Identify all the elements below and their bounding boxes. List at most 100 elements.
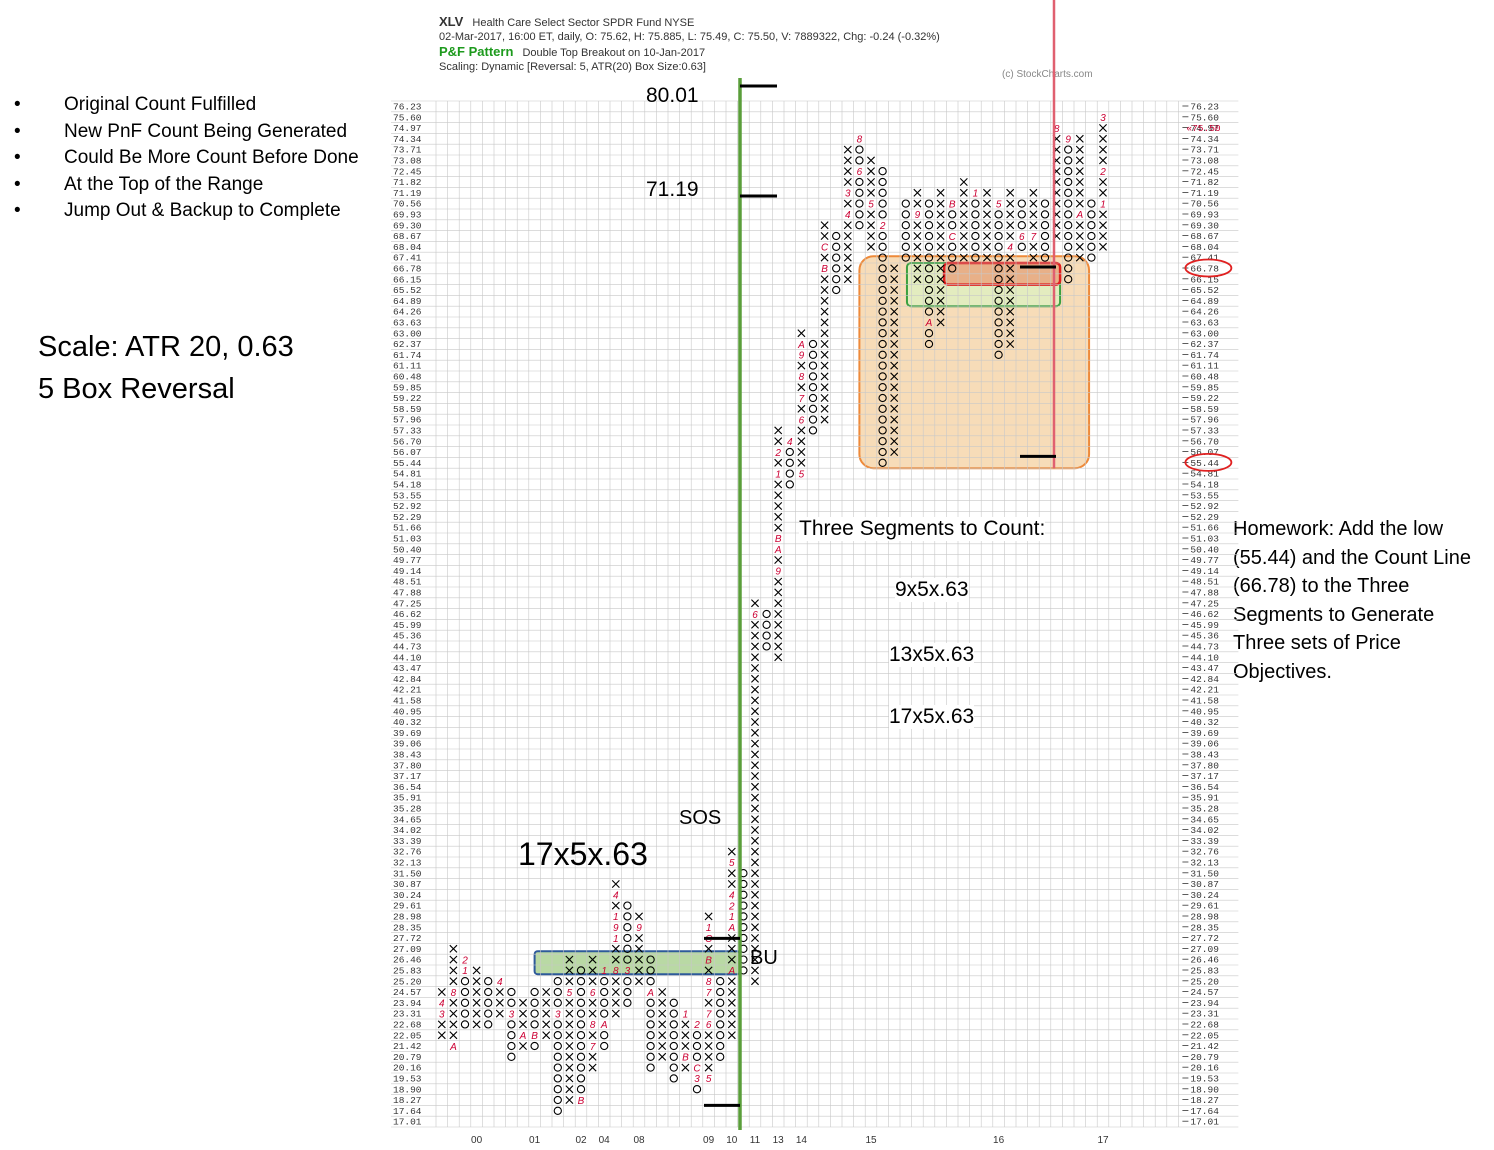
o-box (669, 1063, 678, 1072)
x-box (820, 318, 829, 327)
x-box (727, 880, 736, 888)
x-box (1099, 124, 1107, 132)
o-box (1064, 156, 1073, 165)
x-box (751, 696, 759, 705)
o-box (1017, 210, 1026, 219)
y-tick-label-right: 27.72 (1190, 933, 1219, 944)
y-tick-label-right: 56.07 (1190, 447, 1219, 458)
x-box (983, 253, 991, 262)
o-box (924, 275, 934, 284)
scale-line-2: 5 Box Reversal (38, 373, 235, 405)
y-tick-label-left: 61.11 (393, 361, 422, 372)
y-tick-label-left: 74.34 (393, 134, 422, 145)
x-box (565, 1074, 574, 1083)
y-tick-label-left: 45.36 (393, 631, 422, 642)
y-tick-label-left: 71.19 (393, 188, 422, 199)
x-box (890, 296, 899, 305)
x-box (774, 437, 783, 446)
x-box (565, 1009, 574, 1018)
month-marker: 5 (567, 988, 573, 999)
o-box (878, 296, 887, 305)
x-box (611, 901, 620, 910)
x-box (658, 1031, 667, 1040)
x-box (751, 782, 759, 791)
o-box (1040, 253, 1050, 262)
y-tick-label-right: 25.20 (1190, 976, 1219, 987)
month-marker: 9 (1065, 135, 1071, 146)
month-marker: A (1075, 210, 1083, 221)
x-box (565, 1042, 574, 1050)
o-box (762, 631, 771, 640)
x-box (959, 199, 968, 208)
bullet-item: Could Be More Count Before Done (14, 145, 359, 172)
x-box (704, 912, 713, 921)
x-box (1006, 329, 1015, 338)
y-tick-label-left: 28.35 (393, 922, 422, 933)
o-box (878, 242, 887, 251)
y-tick-label-right: 45.99 (1190, 620, 1219, 631)
o-box (576, 1063, 586, 1072)
o-box (855, 199, 864, 208)
y-tick-label-right: 54.18 (1190, 480, 1219, 491)
o-box (1064, 275, 1073, 284)
o-box (460, 987, 470, 997)
x-box (867, 210, 875, 219)
y-tick-label-left: 44.10 (393, 652, 422, 663)
o-box (808, 361, 818, 370)
y-tick-label-left: 74.97 (393, 123, 422, 134)
o-box (484, 987, 493, 997)
y-tick-label-left: 57.33 (393, 426, 422, 437)
x-box (704, 966, 713, 975)
y-tick-label-right: 66.15 (1190, 274, 1219, 285)
o-box (762, 620, 771, 629)
o-box (1064, 167, 1073, 176)
x-box (820, 221, 829, 230)
y-tick-label-right: 34.65 (1190, 814, 1219, 825)
o-box (924, 264, 934, 273)
x-box (1075, 134, 1084, 143)
x-box (751, 599, 759, 608)
x-box (635, 955, 643, 964)
x-box (890, 404, 899, 413)
y-tick-label-left: 51.66 (393, 523, 422, 534)
o-box (623, 955, 632, 964)
x-box (797, 361, 806, 370)
y-tick-label-right: 63.00 (1190, 328, 1219, 339)
x-box (820, 415, 829, 424)
x-box (751, 901, 759, 910)
x-year-label: 04 (599, 1135, 611, 1146)
y-tick-label-left: 69.93 (393, 210, 422, 221)
o-box (716, 1041, 725, 1051)
x-box (1099, 145, 1107, 154)
month-marker: 2 (879, 221, 886, 232)
x-box (843, 199, 852, 208)
month-marker: 8 (857, 135, 863, 146)
x-box (774, 599, 783, 608)
x-box (437, 1031, 446, 1040)
y-tick-label-right: 32.13 (1190, 858, 1219, 869)
y-tick-label-left: 47.25 (393, 598, 422, 609)
y-tick-label-left: 62.37 (393, 339, 422, 350)
o-box (623, 901, 632, 910)
x-box (843, 178, 852, 186)
o-box (646, 1009, 655, 1018)
month-marker: 3 (845, 189, 851, 200)
month-marker: 2 (774, 448, 781, 459)
y-tick-label-right: 57.96 (1190, 415, 1219, 426)
y-tick-label-left: 45.99 (393, 620, 422, 631)
x-box (890, 361, 899, 370)
o-box (808, 339, 818, 349)
o-box (646, 1031, 655, 1040)
x-box (681, 1020, 690, 1029)
bullet-item: New PnF Count Being Generated (14, 119, 359, 146)
y-tick-label-left: 59.22 (393, 393, 422, 404)
y-tick-label-left: 66.78 (393, 264, 422, 275)
y-tick-label-left: 43.47 (393, 663, 422, 674)
o-box (576, 977, 586, 986)
x-year-label: 00 (471, 1135, 483, 1146)
o-box (785, 447, 794, 457)
x-box (797, 437, 806, 446)
o-box (1064, 199, 1073, 208)
o-box (484, 1009, 493, 1018)
o-box (878, 415, 887, 424)
